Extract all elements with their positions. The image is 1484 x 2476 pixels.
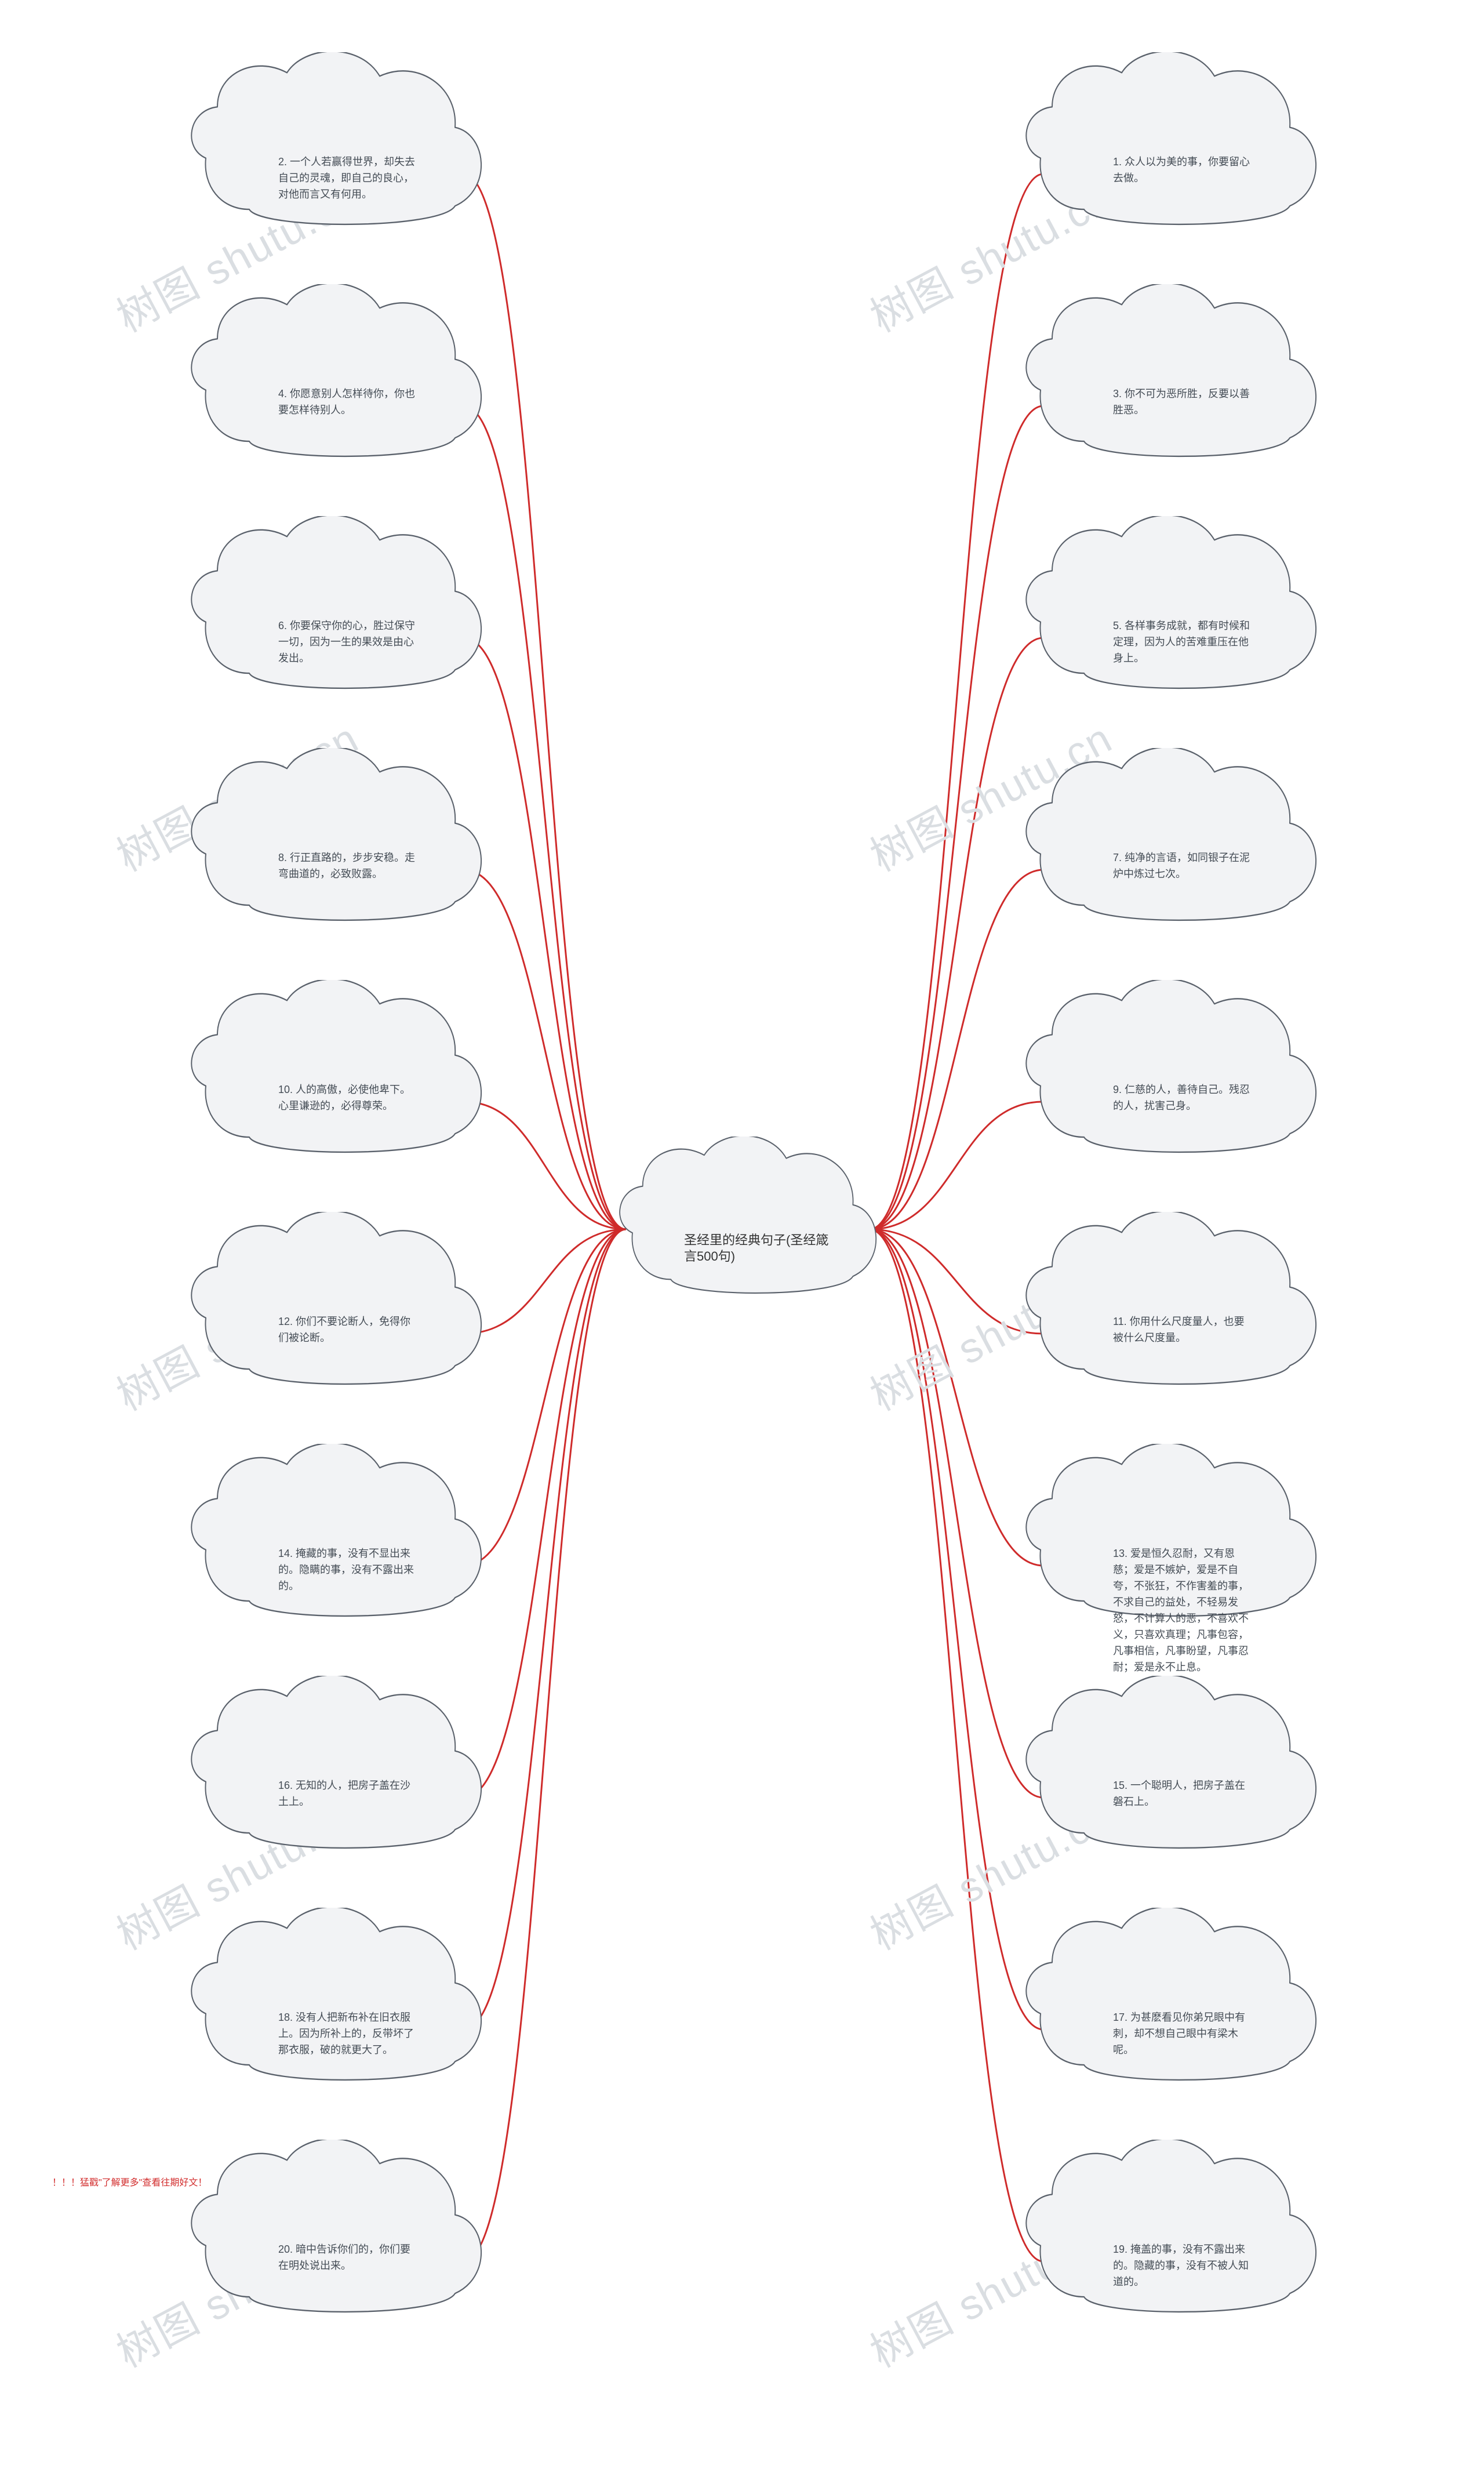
connector-line (464, 406, 626, 1229)
watermark: 树图 shutu.cn (104, 2201, 368, 2379)
connector-line (870, 1229, 1043, 2030)
node-label: 13. 爱是恒久忍耐，又有恩慈；爱是不嫉妒，爱是不自夸，不张狂，不作害羞的事，不… (1020, 1545, 1322, 1675)
branch-node[interactable]: 8. 行正直路的，步步安稳。走弯曲道的，必致败露。 (186, 748, 487, 939)
node-label: 11. 你用什么尺度量人，也要被什么尺度量。 (1020, 1313, 1322, 1346)
node-label: 10. 人的高傲，必使他卑下。心里谦逊的，必得尊荣。 (186, 1081, 487, 1114)
node-label: 20. 暗中告诉你们的，你们要在明处说出来。 (186, 2241, 487, 2274)
branch-node[interactable]: 12. 你们不要论断人，免得你们被论断。 (186, 1212, 487, 1403)
branch-node[interactable]: 14. 掩藏的事，没有不显出来的。隐瞒的事，没有不露出来的。 (186, 1444, 487, 1635)
branch-node[interactable]: 15. 一个聪明人，把房子盖在磐石上。 (1020, 1676, 1322, 1867)
connector-line (464, 870, 626, 1229)
node-label: 15. 一个聪明人，把房子盖在磐石上。 (1020, 1777, 1322, 1810)
node-label: 17. 为甚麽看见你弟兄眼中有刺，却不想自己眼中有梁木呢。 (1020, 2009, 1322, 2058)
connector-line (870, 1229, 1043, 2261)
node-label: 19. 掩盖的事，没有不露出来的。隐藏的事，没有不被人知道的。 (1020, 2241, 1322, 2290)
connector-line (464, 1229, 626, 2261)
branch-node[interactable]: 17. 为甚麽看见你弟兄眼中有刺，却不想自己眼中有梁木呢。 (1020, 1908, 1322, 2099)
connector-line (870, 1229, 1043, 1798)
branch-node[interactable]: 11. 你用什么尺度量人，也要被什么尺度量。 (1020, 1212, 1322, 1403)
node-label: 5. 各样事务成就，都有时候和定理，因为人的苦难重压在他身上。 (1020, 618, 1322, 666)
connector-line (464, 1102, 626, 1229)
branch-node[interactable]: 2. 一个人若赢得世界，却失去自己的灵魂，即自己的良心，对他而言又有何用。 (186, 52, 487, 244)
branch-node[interactable]: 10. 人的高傲，必使他卑下。心里谦逊的，必得尊荣。 (186, 980, 487, 1171)
node-label: 2. 一个人若赢得世界，却失去自己的灵魂，即自己的良心，对他而言又有何用。 (186, 154, 487, 202)
connector-line (870, 638, 1043, 1229)
mindmap-canvas: 树图 shutu.cn 树图 shutu.cn 树图 shutu.cn 树图 shut… (0, 0, 1484, 2476)
branch-node[interactable]: 1. 众人以为美的事，你要留心去做。 (1020, 52, 1322, 244)
footnote-promo: ！！！猛戳"了解更多"查看往期好文！ (52, 2174, 207, 2188)
watermark: 树图 shutu.cn (858, 1783, 1121, 1962)
branch-node[interactable]: 18. 没有人把新布补在旧衣服上。因为所补上的，反带坏了那衣服，破的就更大了。 (186, 1908, 487, 2099)
connector-line (464, 174, 626, 1229)
node-label: 圣经里的经典句子(圣经箴言500句) (614, 1232, 881, 1265)
node-label: 6. 你要保守你的心，胜过保守一切，因为一生的果效是由心发出。 (186, 618, 487, 666)
node-label: 18. 没有人把新布补在旧衣服上。因为所补上的，反带坏了那衣服，破的就更大了。 (186, 2009, 487, 2058)
connector-line (870, 1229, 1043, 1566)
branch-node[interactable]: 4. 你愿意别人怎样待你，你也要怎样待别人。 (186, 284, 487, 475)
node-label: 12. 你们不要论断人，免得你们被论断。 (186, 1313, 487, 1346)
watermark: 树图 shutu.cn (104, 1783, 368, 1962)
node-label: 3. 你不可为恶所胜，反要以善胜恶。 (1020, 386, 1322, 418)
node-label: 16. 无知的人，把房子盖在沙土上。 (186, 1777, 487, 1810)
connector-line (870, 870, 1043, 1229)
center-node[interactable]: 圣经里的经典句子(圣经箴言500句) (614, 1137, 881, 1310)
node-label: 8. 行正直路的，步步安稳。走弯曲道的，必致败露。 (186, 849, 487, 882)
connector-line (464, 638, 626, 1229)
branch-node[interactable]: 16. 无知的人，把房子盖在沙土上。 (186, 1676, 487, 1867)
branch-node[interactable]: 3. 你不可为恶所胜，反要以善胜恶。 (1020, 284, 1322, 475)
branch-node[interactable]: 7. 纯净的言语，如同银子在泥炉中炼过七次。 (1020, 748, 1322, 939)
branch-node[interactable]: 9. 仁慈的人，善待自己。残忍的人，扰害己身。 (1020, 980, 1322, 1171)
connector-line (870, 406, 1043, 1229)
branch-node[interactable]: 5. 各样事务成就，都有时候和定理，因为人的苦难重压在他身上。 (1020, 516, 1322, 707)
branch-node[interactable]: 20. 暗中告诉你们的，你们要在明处说出来。 (186, 2140, 487, 2331)
connector-line (464, 1229, 626, 1566)
connector-line (870, 1229, 1043, 1334)
branch-node[interactable]: 6. 你要保守你的心，胜过保守一切，因为一生的果效是由心发出。 (186, 516, 487, 707)
connector-line (870, 174, 1043, 1229)
branch-node[interactable]: 19. 掩盖的事，没有不露出来的。隐藏的事，没有不被人知道的。 (1020, 2140, 1322, 2331)
branch-node[interactable]: 13. 爱是恒久忍耐，又有恩慈；爱是不嫉妒，爱是不自夸，不张狂，不作害羞的事，不… (1020, 1444, 1322, 1635)
node-label: 9. 仁慈的人，善待自己。残忍的人，扰害己身。 (1020, 1081, 1322, 1114)
connector-line (464, 1229, 626, 1798)
connector-line (870, 1102, 1043, 1229)
connector-line (464, 1229, 626, 1334)
node-label: 1. 众人以为美的事，你要留心去做。 (1020, 154, 1322, 186)
connector-line (464, 1229, 626, 2030)
node-label: 14. 掩藏的事，没有不显出来的。隐瞒的事，没有不露出来的。 (186, 1545, 487, 1594)
node-label: 7. 纯净的言语，如同银子在泥炉中炼过七次。 (1020, 849, 1322, 882)
node-label: 4. 你愿意别人怎样待你，你也要怎样待别人。 (186, 386, 487, 418)
watermark: 树图 shutu.cn (858, 165, 1121, 344)
